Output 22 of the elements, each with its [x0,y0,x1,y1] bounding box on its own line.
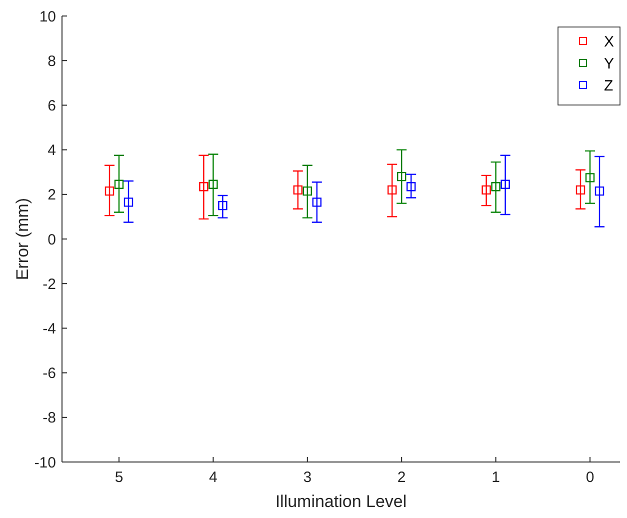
y-tick-label: -2 [42,276,56,293]
y-tick-label: -6 [42,365,56,382]
x-tick-label: 4 [209,469,218,486]
legend-label: Y [604,55,614,72]
legend-label: Z [604,77,614,94]
y-tick-label: 8 [48,52,56,70]
x-tick-label: 1 [492,469,500,486]
y-tick-label: 0 [48,231,56,248]
y-tick-label: 10 [39,8,56,26]
y-axis-title: Error (mm) [13,198,32,280]
legend-label: X [604,33,614,50]
x-tick-label: 0 [586,469,594,486]
y-tick-label: 6 [48,97,56,114]
y-tick-label: -10 [34,454,56,472]
y-tick-label: -4 [42,320,56,338]
y-tick-label: 2 [48,186,56,204]
y-tick-label: 4 [48,142,56,160]
y-tick-label: -8 [42,410,56,427]
x-tick-label: 3 [303,469,312,486]
x-tick-label: 2 [397,469,406,486]
x-tick-label: 5 [114,469,124,486]
x-axis-title: Illumination Level [275,492,407,511]
